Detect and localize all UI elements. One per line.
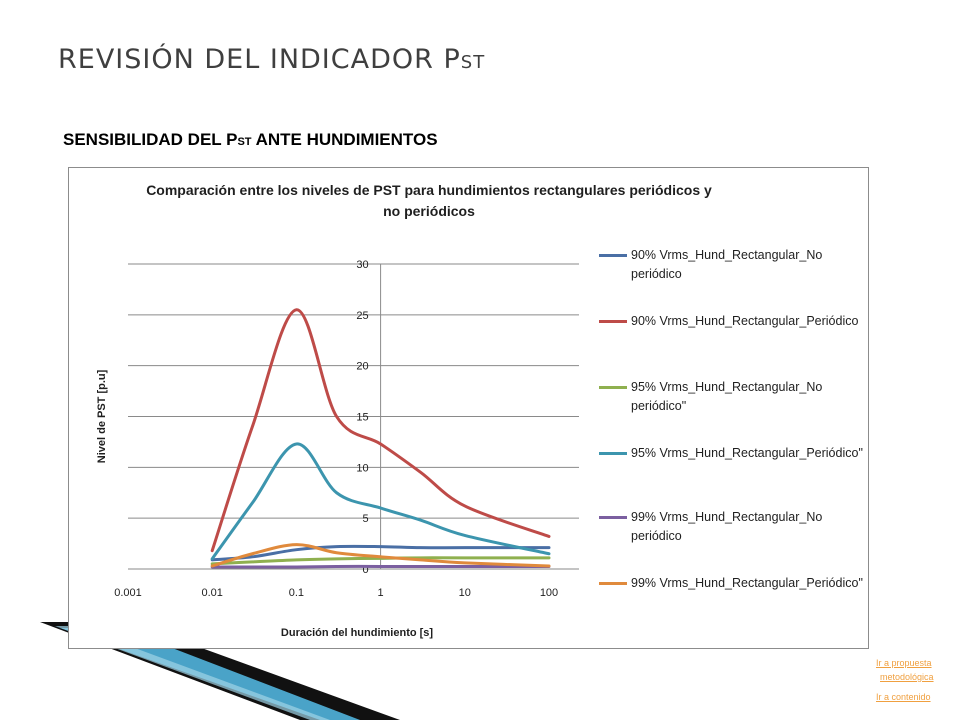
x-tick-label: 100: [540, 587, 558, 599]
series-line-6: [210, 543, 551, 568]
section-subtitle: SENSIBILIDAD DEL PST ANTE HUNDIMIENTOS: [63, 130, 438, 149]
y-tick-label: 0: [362, 564, 368, 576]
legend-label: 90% Vrms_Hund_Rectangular_No periódico: [631, 248, 823, 281]
legend-swatch: [599, 320, 627, 323]
link-ir-a-contenido[interactable]: Ir a contenido: [876, 692, 931, 702]
legend-label: 90% Vrms_Hund_Rectangular_Periódico: [631, 314, 859, 328]
y-tick-label: 15: [356, 412, 368, 424]
legend-label: 99% Vrms_Hund_Rectangular_Periódico": [631, 576, 863, 590]
page-title: REVISIÓN DEL INDICADOR PST: [58, 44, 486, 75]
y-tick-label: 10: [356, 462, 368, 474]
x-tick-label: 0.1: [289, 587, 304, 599]
y-tick-label: 20: [356, 361, 368, 373]
decorative-corner-bar: [0, 0, 44, 96]
x-tick-label: 0.01: [201, 587, 222, 599]
legend-label: 99% Vrms_Hund_Rectangular_No periódico: [631, 510, 823, 543]
link-metodologica[interactable]: metodológica: [880, 672, 934, 682]
chart-title: Comparación entre los niveles de PST par…: [146, 182, 712, 219]
x-tick-label: 0.001: [114, 587, 142, 599]
line-chart-plot: 0 5 10 15 20 25 30 0.001 0.01 0.1 1 10 100 Duración d…: [96, 259, 579, 639]
y-tick-label: 5: [362, 513, 368, 525]
y-axis-title: Nivel de PST [p.u]: [96, 369, 108, 463]
y-tick-label: 30: [356, 259, 368, 271]
series-line-3: [210, 556, 551, 566]
legend-swatch: [599, 452, 627, 455]
legend-swatch: [599, 254, 627, 257]
x-axis-title: Duración del hundimiento [s]: [281, 627, 434, 639]
series-line-4: [210, 442, 551, 561]
x-tick-label: 10: [459, 587, 471, 599]
y-tick-label: 25: [356, 310, 368, 322]
legend-swatch: [599, 582, 627, 585]
series-line-5: [210, 564, 551, 569]
legend-label: 95% Vrms_Hund_Rectangular_Periódico": [631, 446, 863, 460]
legend-label: 95% Vrms_Hund_Rectangular_No periódico": [631, 380, 823, 413]
link-ir-a-propuesta[interactable]: Ir a propuesta: [876, 658, 932, 668]
chart-container: Comparación entre los niveles de PST par…: [68, 167, 869, 649]
legend-swatch: [599, 516, 627, 519]
series-line-2: [210, 308, 551, 553]
navigation-links: Ir a propuesta metodológica Ir a conteni…: [876, 656, 934, 704]
x-tick-label: 1: [378, 587, 384, 599]
series-line-1: [210, 544, 551, 562]
legend-swatch: [599, 386, 627, 389]
